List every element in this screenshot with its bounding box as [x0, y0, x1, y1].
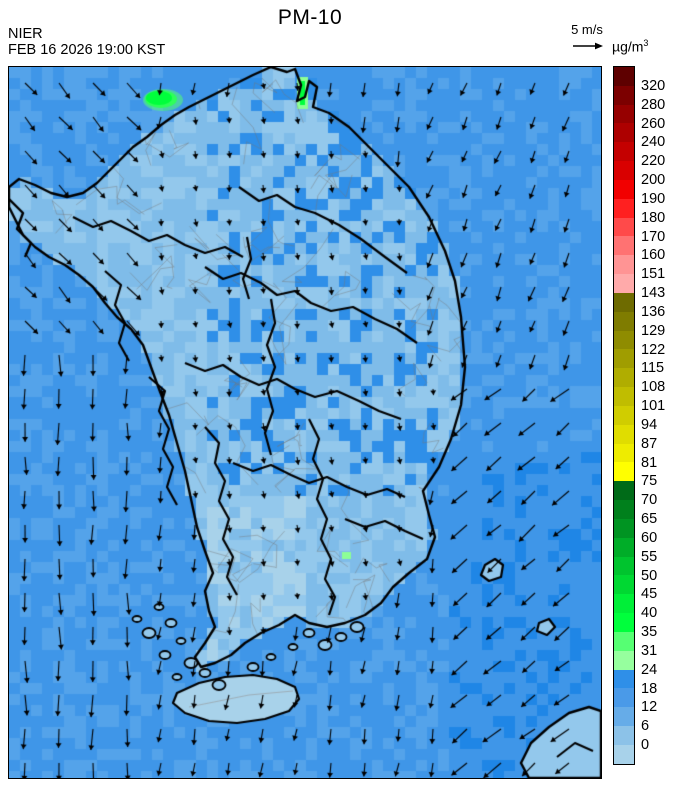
colorbar-band: [614, 255, 634, 275]
colorbar-tick-label: 180: [641, 209, 666, 226]
colorbar-band: [614, 198, 634, 218]
colorbar-tick-label: 260: [641, 115, 666, 132]
colorbar-tick-label: 160: [641, 247, 666, 264]
colorbar-tick-label: 6: [641, 718, 650, 735]
colorbar-band: [614, 443, 634, 463]
wind-scale-label: 5 m/s: [571, 22, 603, 37]
colorbar-band: [614, 405, 634, 425]
colorbar-tick-label: 0: [641, 736, 650, 753]
colorbar-tick-label: 200: [641, 171, 666, 188]
colorbar-band: [614, 462, 634, 482]
colorbar-band: [614, 556, 634, 576]
colorbar-band: [614, 744, 634, 764]
timestamp-label: FEB 16 2026 19:00 KST: [8, 42, 166, 58]
colorbar-band: [614, 104, 634, 124]
units-exponent: 3: [643, 38, 649, 48]
colorbar-tick-label: 50: [641, 567, 658, 584]
colorbar-tick-label: 129: [641, 322, 666, 339]
colorbar-band: [614, 613, 634, 632]
colorbar-tick-label: 220: [641, 152, 666, 169]
colorbar-tick-label: 136: [641, 303, 666, 320]
wind-scale-legend: 5 m/s: [556, 23, 618, 53]
colorbar-tick-label: 151: [641, 265, 666, 282]
colorbar-tick-label: 12: [641, 699, 658, 716]
colorbar-tick-label: 45: [641, 586, 658, 603]
colorbar-tick-label: 81: [641, 454, 658, 471]
colorbar-band: [614, 274, 634, 293]
colorbar-tick-label: 170: [641, 228, 666, 245]
colorbar-tick-label: 87: [641, 435, 658, 452]
colorbar-tick-label: 40: [641, 605, 658, 622]
colorbar-tick-label: 24: [641, 661, 658, 678]
colorbar: [613, 66, 635, 765]
pm10-map-canvas[interactable]: [9, 67, 601, 778]
colorbar-band: [614, 311, 634, 331]
units-text: µg/m: [612, 38, 644, 55]
colorbar-band: [614, 142, 634, 162]
colorbar-band: [614, 575, 634, 595]
colorbar-band: [614, 594, 634, 614]
colorbar-tick-label: 18: [641, 680, 658, 697]
colorbar-band: [614, 368, 634, 388]
colorbar-band: [614, 669, 634, 689]
page-title: PM-10: [277, 6, 343, 29]
colorbar-tick-label: 35: [641, 623, 658, 640]
colorbar-band: [614, 650, 634, 670]
colorbar-tick-label: 31: [641, 642, 658, 659]
agency-label: NIER: [8, 26, 43, 42]
colorbar-tick-label: 320: [641, 77, 666, 94]
colorbar-tick-label: 75: [641, 473, 658, 490]
wind-arrow-icon: [556, 39, 618, 53]
colorbar-band: [614, 688, 634, 708]
colorbar-band: [614, 217, 634, 237]
colorbar-band: [614, 631, 634, 651]
colorbar-tick-label: 240: [641, 134, 666, 151]
colorbar-band: [614, 725, 634, 745]
colorbar-tick-label: 65: [641, 510, 658, 527]
colorbar-band: [614, 67, 634, 86]
colorbar-band: [614, 349, 634, 369]
colorbar-band: [614, 179, 634, 199]
colorbar-tick-label: 55: [641, 548, 658, 565]
units-label: µg/m3: [612, 38, 648, 55]
colorbar-tick-label: 101: [641, 397, 666, 414]
colorbar-band: [614, 537, 634, 557]
colorbar-band: [614, 500, 634, 519]
colorbar-band: [614, 292, 634, 312]
colorbar-band: [614, 387, 634, 406]
colorbar-labels: 320 280 260 240 220 200 190 180 170 160 151 143 136 1…: [641, 66, 673, 765]
colorbar-band: [614, 481, 634, 501]
colorbar-band: [614, 330, 634, 350]
colorbar-band: [614, 518, 634, 538]
colorbar-tick-label: 280: [641, 96, 666, 113]
colorbar-band: [614, 161, 634, 180]
colorbar-band: [614, 123, 634, 143]
colorbar-band: [614, 85, 634, 105]
colorbar-tick-label: 190: [641, 190, 666, 207]
map-panel[interactable]: [8, 66, 602, 779]
colorbar-tick-label: 143: [641, 284, 666, 301]
colorbar-tick-label: 122: [641, 341, 666, 358]
colorbar-tick-label: 60: [641, 529, 658, 546]
colorbar-tick-label: 108: [641, 378, 666, 395]
colorbar-tick-label: 115: [641, 360, 665, 377]
colorbar-band: [614, 424, 634, 444]
colorbar-tick-label: 70: [641, 492, 658, 509]
colorbar-band: [614, 707, 634, 726]
colorbar-band: [614, 236, 634, 256]
colorbar-tick-label: 94: [641, 416, 658, 433]
